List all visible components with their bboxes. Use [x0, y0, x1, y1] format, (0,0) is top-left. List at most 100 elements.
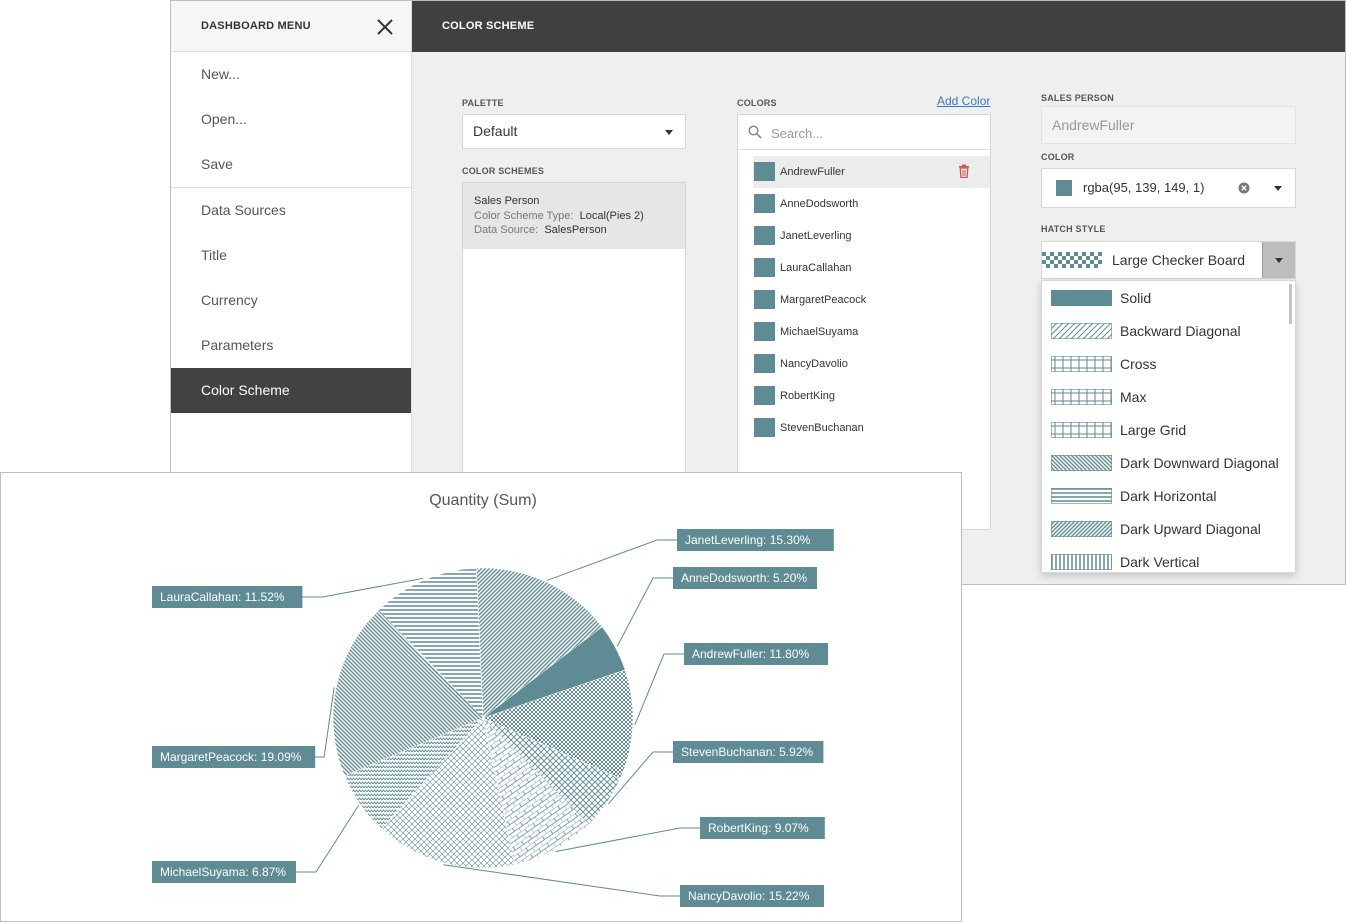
trash-icon[interactable] [958, 164, 970, 178]
hatch-option-label: Cross [1120, 356, 1157, 372]
menu-item-new[interactable]: New... [201, 66, 240, 82]
color-item-name: LauraCallahan [780, 262, 852, 274]
color-swatch [754, 258, 775, 277]
hatch-option-label: Solid [1120, 290, 1152, 306]
menu-divider [171, 187, 411, 188]
search-icon [748, 125, 762, 139]
color-swatch [754, 418, 775, 437]
palette-select[interactable]: Default [462, 114, 686, 149]
colors-list-panel: AndrewFuller AnneDodsworth JanetLeverling L… [737, 114, 991, 530]
color-schemes-list: Sales Person Color Scheme Type: Local(Pi… [462, 182, 686, 482]
hatch-pattern-icon [1051, 422, 1112, 438]
data-label-box [152, 861, 296, 883]
hatch-option[interactable]: Cross [1042, 347, 1295, 380]
data-label: StevenBuchanan: 5.92% [681, 745, 813, 759]
menu-item-title[interactable]: Title [201, 247, 227, 263]
color-label: COLOR [1041, 152, 1075, 162]
hatch-pattern-icon [1051, 356, 1112, 372]
pie-slice-nancydavolio[interactable] [381, 717, 516, 869]
color-list-item[interactable]: LauraCallahan [753, 252, 990, 284]
pie-slice-margaretpeacock[interactable] [332, 609, 484, 777]
scheme-source-label: Data Source: [474, 224, 539, 236]
pie-slice-robertking[interactable] [482, 717, 590, 865]
data-label-box [700, 817, 825, 839]
search-input[interactable] [771, 123, 971, 143]
data-label: RobertKing: 9.07% [708, 821, 809, 835]
menu-item-parameters[interactable]: Parameters [201, 337, 274, 353]
color-list-item[interactable]: MargaretPeacock [753, 284, 990, 316]
color-list-item[interactable]: AndrewFuller [753, 156, 990, 188]
color-schemes-label: COLOR SCHEMES [462, 166, 545, 176]
menu-item-currency[interactable]: Currency [201, 292, 258, 308]
label-connector [555, 827, 700, 852]
hatch-dropdown-button[interactable] [1262, 242, 1295, 278]
hatch-style-value: Large Checker Board [1112, 252, 1246, 268]
hatch-option[interactable]: Backward Diagonal [1042, 314, 1295, 347]
color-scheme-item[interactable]: Sales Person Color Scheme Type: Local(Pi… [463, 183, 685, 249]
hatch-pattern-icon [1051, 521, 1112, 537]
color-list-item[interactable]: NancyDavolio [753, 348, 990, 380]
hatch-style-select[interactable]: Large Checker Board [1041, 241, 1296, 279]
hatch-option[interactable]: Max [1042, 380, 1295, 413]
hatch-option[interactable]: Dark Horizontal [1042, 479, 1295, 512]
label-connector [616, 577, 673, 647]
color-list-item[interactable]: AnneDodsworth [753, 188, 990, 220]
chart-title: Quantity (Sum) [429, 492, 537, 509]
data-label-box [673, 741, 824, 763]
color-item-name: RobertKing [780, 390, 836, 402]
hatch-style-label: HATCH STYLE [1041, 224, 1106, 234]
color-item-name: MargaretPeacock [780, 294, 867, 306]
add-color-link[interactable]: Add Color [937, 94, 991, 108]
pie-slice-andrewfuller[interactable] [482, 669, 634, 779]
sales-person-field[interactable]: AndrewFuller [1041, 106, 1296, 144]
hatch-options: Solid Backward Diagonal Cross Max Large Grid… [1042, 281, 1295, 572]
content-title: COLOR SCHEME [442, 20, 535, 32]
data-label: JanetLeverling: 15.30% [685, 533, 811, 547]
close-icon[interactable] [375, 17, 395, 37]
hatch-option[interactable]: Solid [1042, 281, 1295, 314]
color-swatch [754, 226, 775, 245]
hatch-pattern-icon [1051, 323, 1112, 339]
menu-item-save[interactable]: Save [201, 156, 233, 172]
pie-slice-janetleverling[interactable] [476, 567, 603, 719]
hatch-option[interactable]: Dark Upward Diagonal [1042, 512, 1295, 545]
color-swatch [754, 194, 775, 213]
hatch-pattern-icon [1051, 389, 1112, 405]
color-picker-field[interactable]: rgba(95, 139, 149, 1) [1041, 168, 1296, 208]
color-list-item[interactable]: JanetLeverling [753, 220, 990, 252]
scheme-source-value: SalesPerson [544, 224, 607, 236]
data-label: MargaretPeacock: 19.09% [160, 750, 302, 764]
data-label-box [152, 586, 303, 608]
color-list-item[interactable]: RobertKing [753, 380, 990, 412]
palette-value: Default [473, 123, 518, 139]
data-label-box [677, 529, 834, 551]
menu-item-color-scheme[interactable]: Color Scheme [171, 368, 411, 413]
dashboard-menu-title: DASHBOARD MENU [201, 20, 311, 32]
data-label-box [684, 643, 828, 665]
color-swatch [754, 386, 775, 405]
color-list-item[interactable]: StevenBuchanan [753, 412, 990, 444]
hatch-pattern-icon [1051, 290, 1112, 306]
scheme-type: Color Scheme Type: Local(Pies 2) [474, 209, 674, 223]
hatch-option[interactable]: Large Grid [1042, 413, 1295, 446]
label-connector [443, 864, 680, 897]
hatch-option-label: Dark Horizontal [1120, 488, 1217, 504]
menu-item-open[interactable]: Open... [201, 111, 247, 127]
hatch-option-label: Max [1120, 389, 1147, 405]
clear-icon[interactable] [1238, 182, 1250, 194]
hatch-option[interactable]: Dark Downward Diagonal [1042, 446, 1295, 479]
palette-label: PALETTE [462, 98, 504, 108]
menu-item-data-sources[interactable]: Data Sources [201, 202, 286, 218]
large-checker-board-pattern-icon [1042, 252, 1102, 268]
color-swatch [754, 162, 775, 181]
hatch-option[interactable]: Dark Vertical [1042, 545, 1295, 572]
color-list-item[interactable]: MichaelSuyama [753, 316, 990, 348]
data-label: NancyDavolio: 15.22% [688, 889, 810, 903]
pie-slice-lauracallahan[interactable] [378, 567, 484, 719]
scheme-source: Data Source: SalesPerson [474, 223, 674, 237]
data-label-box [152, 746, 316, 768]
chevron-down-icon[interactable] [1274, 186, 1282, 191]
color-search [738, 115, 990, 150]
sales-person-label: SALES PERSON [1041, 93, 1114, 103]
scrollbar[interactable] [1289, 284, 1292, 324]
